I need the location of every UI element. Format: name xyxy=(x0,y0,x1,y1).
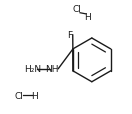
Text: F: F xyxy=(67,30,72,39)
Text: Cl: Cl xyxy=(15,91,24,100)
Text: NH: NH xyxy=(45,65,58,74)
Text: Cl: Cl xyxy=(73,5,82,14)
Text: H: H xyxy=(84,13,91,22)
Text: H₂N: H₂N xyxy=(24,65,41,74)
Text: H: H xyxy=(31,91,37,100)
